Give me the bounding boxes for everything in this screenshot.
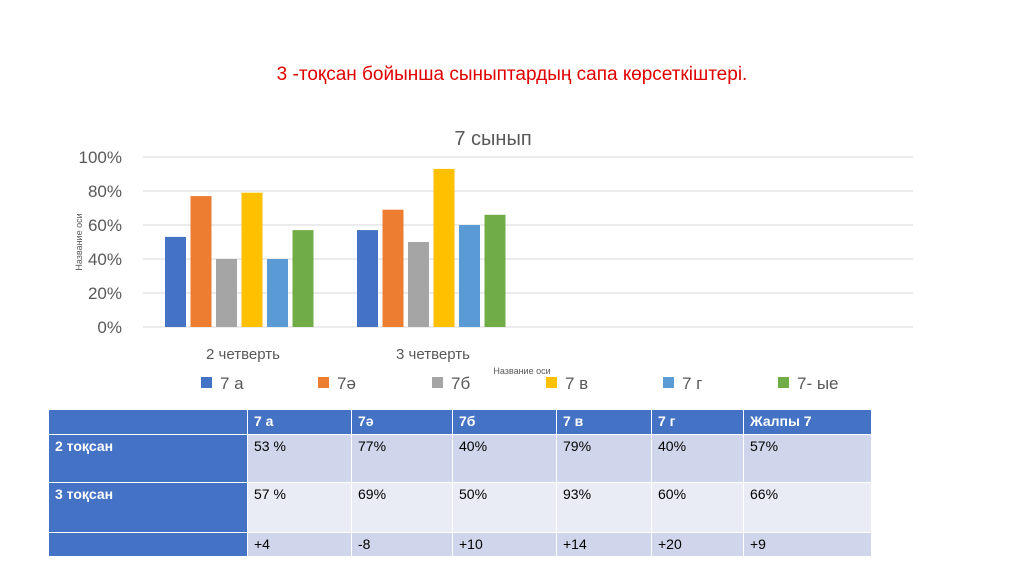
y-tick-label: 40% [88, 250, 122, 269]
y-tick-label: 100% [79, 148, 122, 167]
table-cell: 57 % [247, 482, 352, 533]
table-cell: +9 [743, 532, 872, 557]
table-header-cell: 7ә [351, 409, 453, 435]
y-tick-label: 20% [88, 284, 122, 303]
table-cell: 77% [351, 434, 453, 483]
bar-chart: 7 сынып 0% 20% 40% 60% 80% 100% Название оси 2 ч… [74, 128, 913, 393]
table-header-cell [48, 409, 248, 435]
legend-swatch [778, 377, 789, 388]
legend-label: 7 г [682, 374, 702, 393]
legend-label: 7б [451, 374, 470, 393]
table-cell: +20 [651, 532, 744, 557]
table-cell: 60% [651, 482, 744, 533]
bar [459, 225, 480, 327]
x-axis-title: Название оси [493, 366, 550, 376]
bar [433, 168, 455, 327]
table-cell: 66% [743, 482, 872, 533]
legend-label: 7- ые [797, 374, 839, 393]
table-cell: 40% [651, 434, 744, 483]
y-tick-label: 0% [97, 318, 122, 337]
legend-swatch [318, 377, 329, 388]
table-cell: 79% [556, 434, 652, 483]
table-row-header [48, 532, 248, 557]
table-cell: 69% [351, 482, 453, 533]
table-header-row: 7 а 7ә 7б 7 в 7 г Жалпы 7 [48, 409, 872, 435]
table-header-cell: 7б [452, 409, 557, 435]
table-cell: 93% [556, 482, 652, 533]
legend-swatch [663, 377, 674, 388]
bar [267, 259, 288, 327]
y-tick-label: 80% [88, 182, 122, 201]
bar [484, 214, 506, 327]
bar [241, 192, 263, 327]
bar [216, 259, 237, 327]
table-cell: 50% [452, 482, 557, 533]
results-table: 7 а 7ә 7б 7 в 7 г Жалпы 7 2 тоқсан 53 % … [48, 409, 872, 557]
slide-title: 3 -тоқсан бойынша сыныптардың сапа көрсе… [276, 64, 748, 85]
table-cell: +10 [452, 532, 557, 557]
table-row: +4 -8 +10 +14 +20 +9 [48, 532, 872, 557]
table-row: 3 тоқсан 57 % 69% 50% 93% 60% 66% [48, 482, 872, 533]
table-row-header: 2 тоқсан [48, 434, 248, 483]
bar [190, 196, 212, 327]
bar [382, 209, 404, 327]
table-header-cell: 7 в [556, 409, 652, 435]
table-row: 2 тоқсан 53 % 77% 40% 79% 40% 57% [48, 434, 872, 483]
x-tick-label: 3 четверть [396, 346, 470, 363]
table-cell: -8 [351, 532, 453, 557]
table-header-cell: Жалпы 7 [743, 409, 872, 435]
table-header-cell: 7 г [651, 409, 744, 435]
table-header-cell: 7 а [247, 409, 352, 435]
legend-label: 7 в [565, 374, 588, 393]
legend-swatch [432, 377, 443, 388]
table-row-header: 3 тоқсан [48, 482, 248, 533]
legend-label: 7 а [220, 374, 244, 393]
bar [357, 230, 378, 327]
table-cell: 40% [452, 434, 557, 483]
chart-title: 7 сынып [454, 128, 531, 150]
x-tick-label: 2 четверть [206, 346, 280, 363]
bar [408, 242, 429, 327]
legend-swatch [201, 377, 212, 388]
legend-swatch [546, 377, 557, 388]
table-cell: 57% [743, 434, 872, 483]
bar [292, 230, 314, 327]
table-cell: +14 [556, 532, 652, 557]
bar [165, 236, 186, 327]
legend-label: 7ә [337, 374, 356, 393]
y-tick-label: 60% [88, 216, 122, 235]
y-axis-title: Название оси [74, 213, 84, 270]
table-cell: 53 % [247, 434, 352, 483]
table-cell: +4 [247, 532, 352, 557]
